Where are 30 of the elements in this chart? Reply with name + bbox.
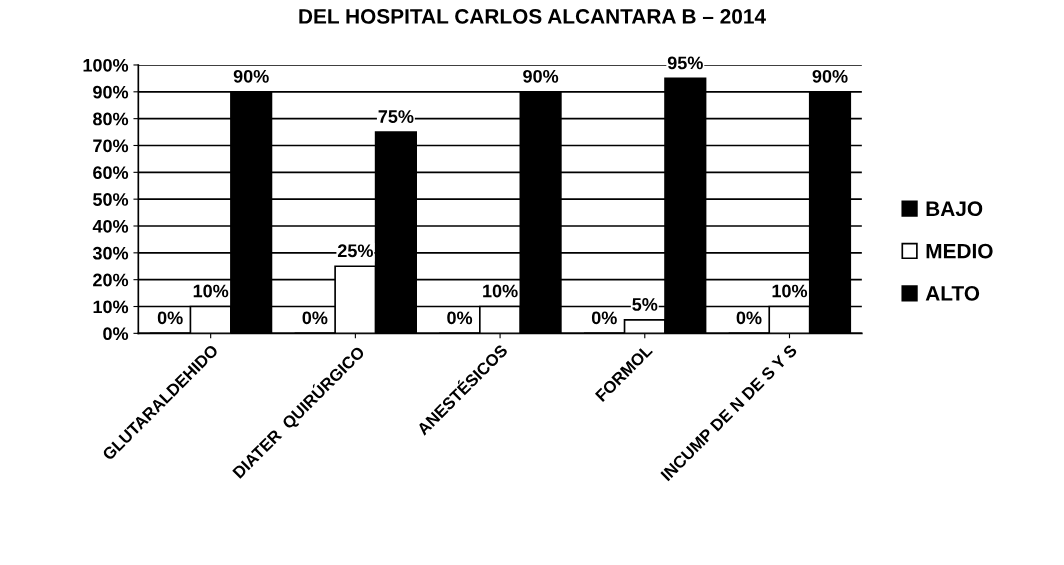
- data-label: 10%: [772, 284, 808, 298]
- data-label: 0%: [157, 311, 183, 325]
- legend-label: BAJO: [926, 201, 983, 217]
- legend-label: ALTO: [925, 286, 980, 301]
- data-label: 0%: [591, 311, 617, 325]
- y-tick-label: 80%: [93, 112, 129, 126]
- y-tick-label: 50%: [93, 193, 129, 206]
- y-tick-label: 40%: [92, 219, 129, 233]
- data-label: 95%: [667, 56, 703, 70]
- data-label: 25%: [337, 244, 373, 258]
- y-tick-label: 10%: [93, 300, 129, 314]
- y-tick-label: 100%: [83, 58, 129, 72]
- y-tick-label: 70%: [93, 139, 129, 153]
- data-label: 75%: [378, 110, 414, 123]
- y-tick-label: 0%: [103, 327, 129, 341]
- data-label: 0%: [736, 311, 762, 325]
- data-label: 5%: [632, 298, 658, 311]
- y-tick-label: 20%: [93, 273, 129, 287]
- chart-title: DEL HOSPITAL CARLOS ALCANTARA B – 2014: [299, 9, 766, 24]
- data-label: 10%: [483, 284, 518, 298]
- data-label: 90%: [523, 69, 559, 83]
- data-label: 0%: [302, 311, 328, 325]
- legend-label: MEDIO: [926, 243, 993, 259]
- data-label: 90%: [233, 69, 269, 83]
- y-tick-label: 30%: [92, 246, 129, 260]
- data-label: 90%: [812, 69, 848, 83]
- y-tick-label: 90%: [93, 85, 129, 99]
- data-label: 0%: [447, 311, 473, 325]
- y-tick-label: 60%: [93, 166, 129, 180]
- data-label: 10%: [193, 284, 229, 298]
